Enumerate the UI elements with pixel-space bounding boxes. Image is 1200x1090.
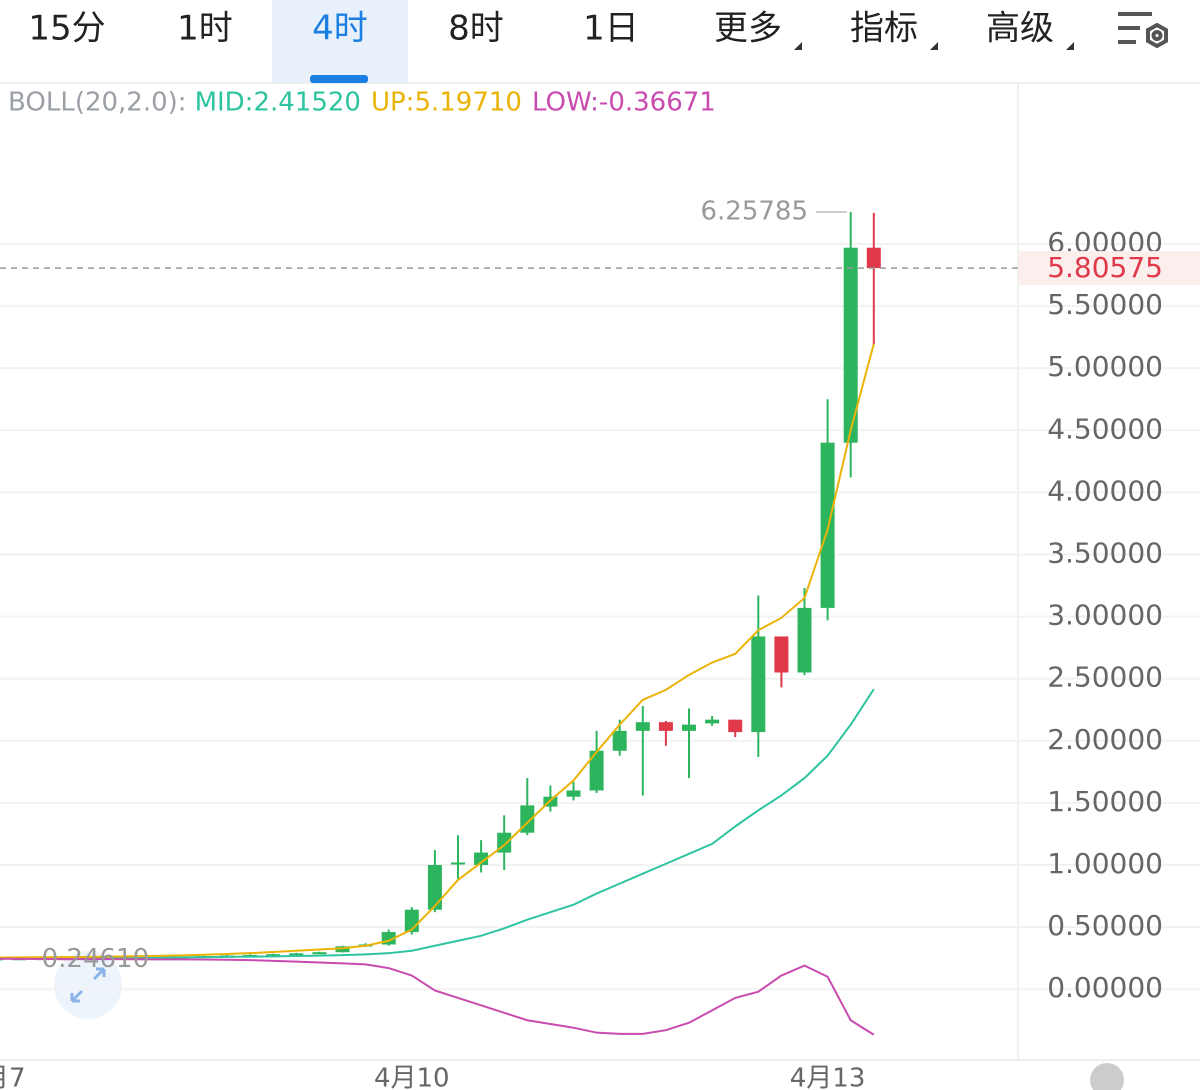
tab[interactable]: 1时 [177, 9, 233, 49]
candle-body [451, 862, 465, 865]
last-price-box [1018, 251, 1200, 286]
y-tick-label: 5.00000 [1047, 350, 1163, 383]
candle-body [774, 636, 789, 673]
last-price-label: 5.80575 [1047, 251, 1163, 284]
tab[interactable]: 8时 [448, 9, 504, 49]
indicator-value: LOW:-0.36671 [532, 88, 716, 118]
y-tick-label: 4.00000 [1047, 474, 1163, 507]
tab[interactable]: 15分 [28, 9, 105, 49]
y-tick-label: 2.00000 [1047, 723, 1163, 756]
candle-body [589, 750, 604, 791]
indicator-value: MID:2.41520 [195, 88, 361, 118]
candle-body [566, 790, 581, 797]
y-tick-label: 2.50000 [1047, 661, 1163, 694]
candle-body [658, 722, 673, 731]
tab[interactable]: 更多 [714, 9, 782, 49]
y-tick-label: 1.00000 [1047, 847, 1163, 880]
x-tick-label: 4月10 [374, 1064, 450, 1090]
candle-body [312, 952, 327, 955]
candle-body [289, 953, 304, 956]
boll-line [0, 957, 875, 1036]
zoom-button[interactable] [54, 951, 122, 1019]
indicator-value: UP:5.19710 [371, 88, 522, 118]
tab[interactable]: 指标 [850, 9, 918, 49]
candle-body [797, 607, 812, 673]
boll-line [0, 688, 875, 960]
candle-body [705, 719, 720, 724]
y-tick-label: 0.00000 [1047, 971, 1163, 1004]
candle-body [612, 730, 627, 751]
k-button[interactable] [1090, 1063, 1124, 1090]
candle-body [866, 247, 881, 269]
icon-dot [1151, 30, 1163, 41]
dropdown-arrow [930, 42, 938, 50]
candle-body [474, 852, 489, 865]
low-marker: 0.24610 [42, 944, 150, 974]
candle-body [635, 722, 650, 731]
icon-hex [1146, 22, 1168, 49]
boll-line [0, 343, 875, 959]
y-tick-label: 5.50000 [1047, 288, 1163, 321]
candle-body [266, 954, 281, 957]
candle-body [751, 636, 766, 733]
candle-body [682, 724, 696, 731]
y-tick-label: 3.00000 [1047, 599, 1163, 632]
dropdown-arrow [1066, 42, 1074, 50]
tab[interactable]: 4时 [312, 9, 368, 49]
x-tick-label: 4月7 [0, 1064, 26, 1090]
candle-body [335, 946, 350, 953]
y-tick-label: 0.50000 [1047, 909, 1163, 942]
dropdown-arrow [794, 42, 802, 50]
candle-body [843, 247, 858, 443]
tab[interactable]: 高级 [986, 9, 1054, 49]
tab-indicator [310, 75, 368, 83]
candle-body [728, 719, 743, 733]
indicator-name: BOLL(20,2.0): [8, 88, 187, 118]
high-marker: 6.25785 [700, 196, 808, 226]
y-tick-label: 1.50000 [1047, 785, 1163, 818]
zoom-icon [70, 967, 106, 1003]
y-tick-label: 3.50000 [1047, 536, 1163, 569]
x-tick-label: 4月13 [790, 1064, 866, 1090]
candle-body [427, 865, 442, 910]
tab[interactable]: 1日 [583, 9, 639, 49]
tab-highlight [272, 0, 408, 82]
settings-icon[interactable] [1118, 12, 1168, 49]
y-tick-label: 4.50000 [1047, 412, 1163, 445]
